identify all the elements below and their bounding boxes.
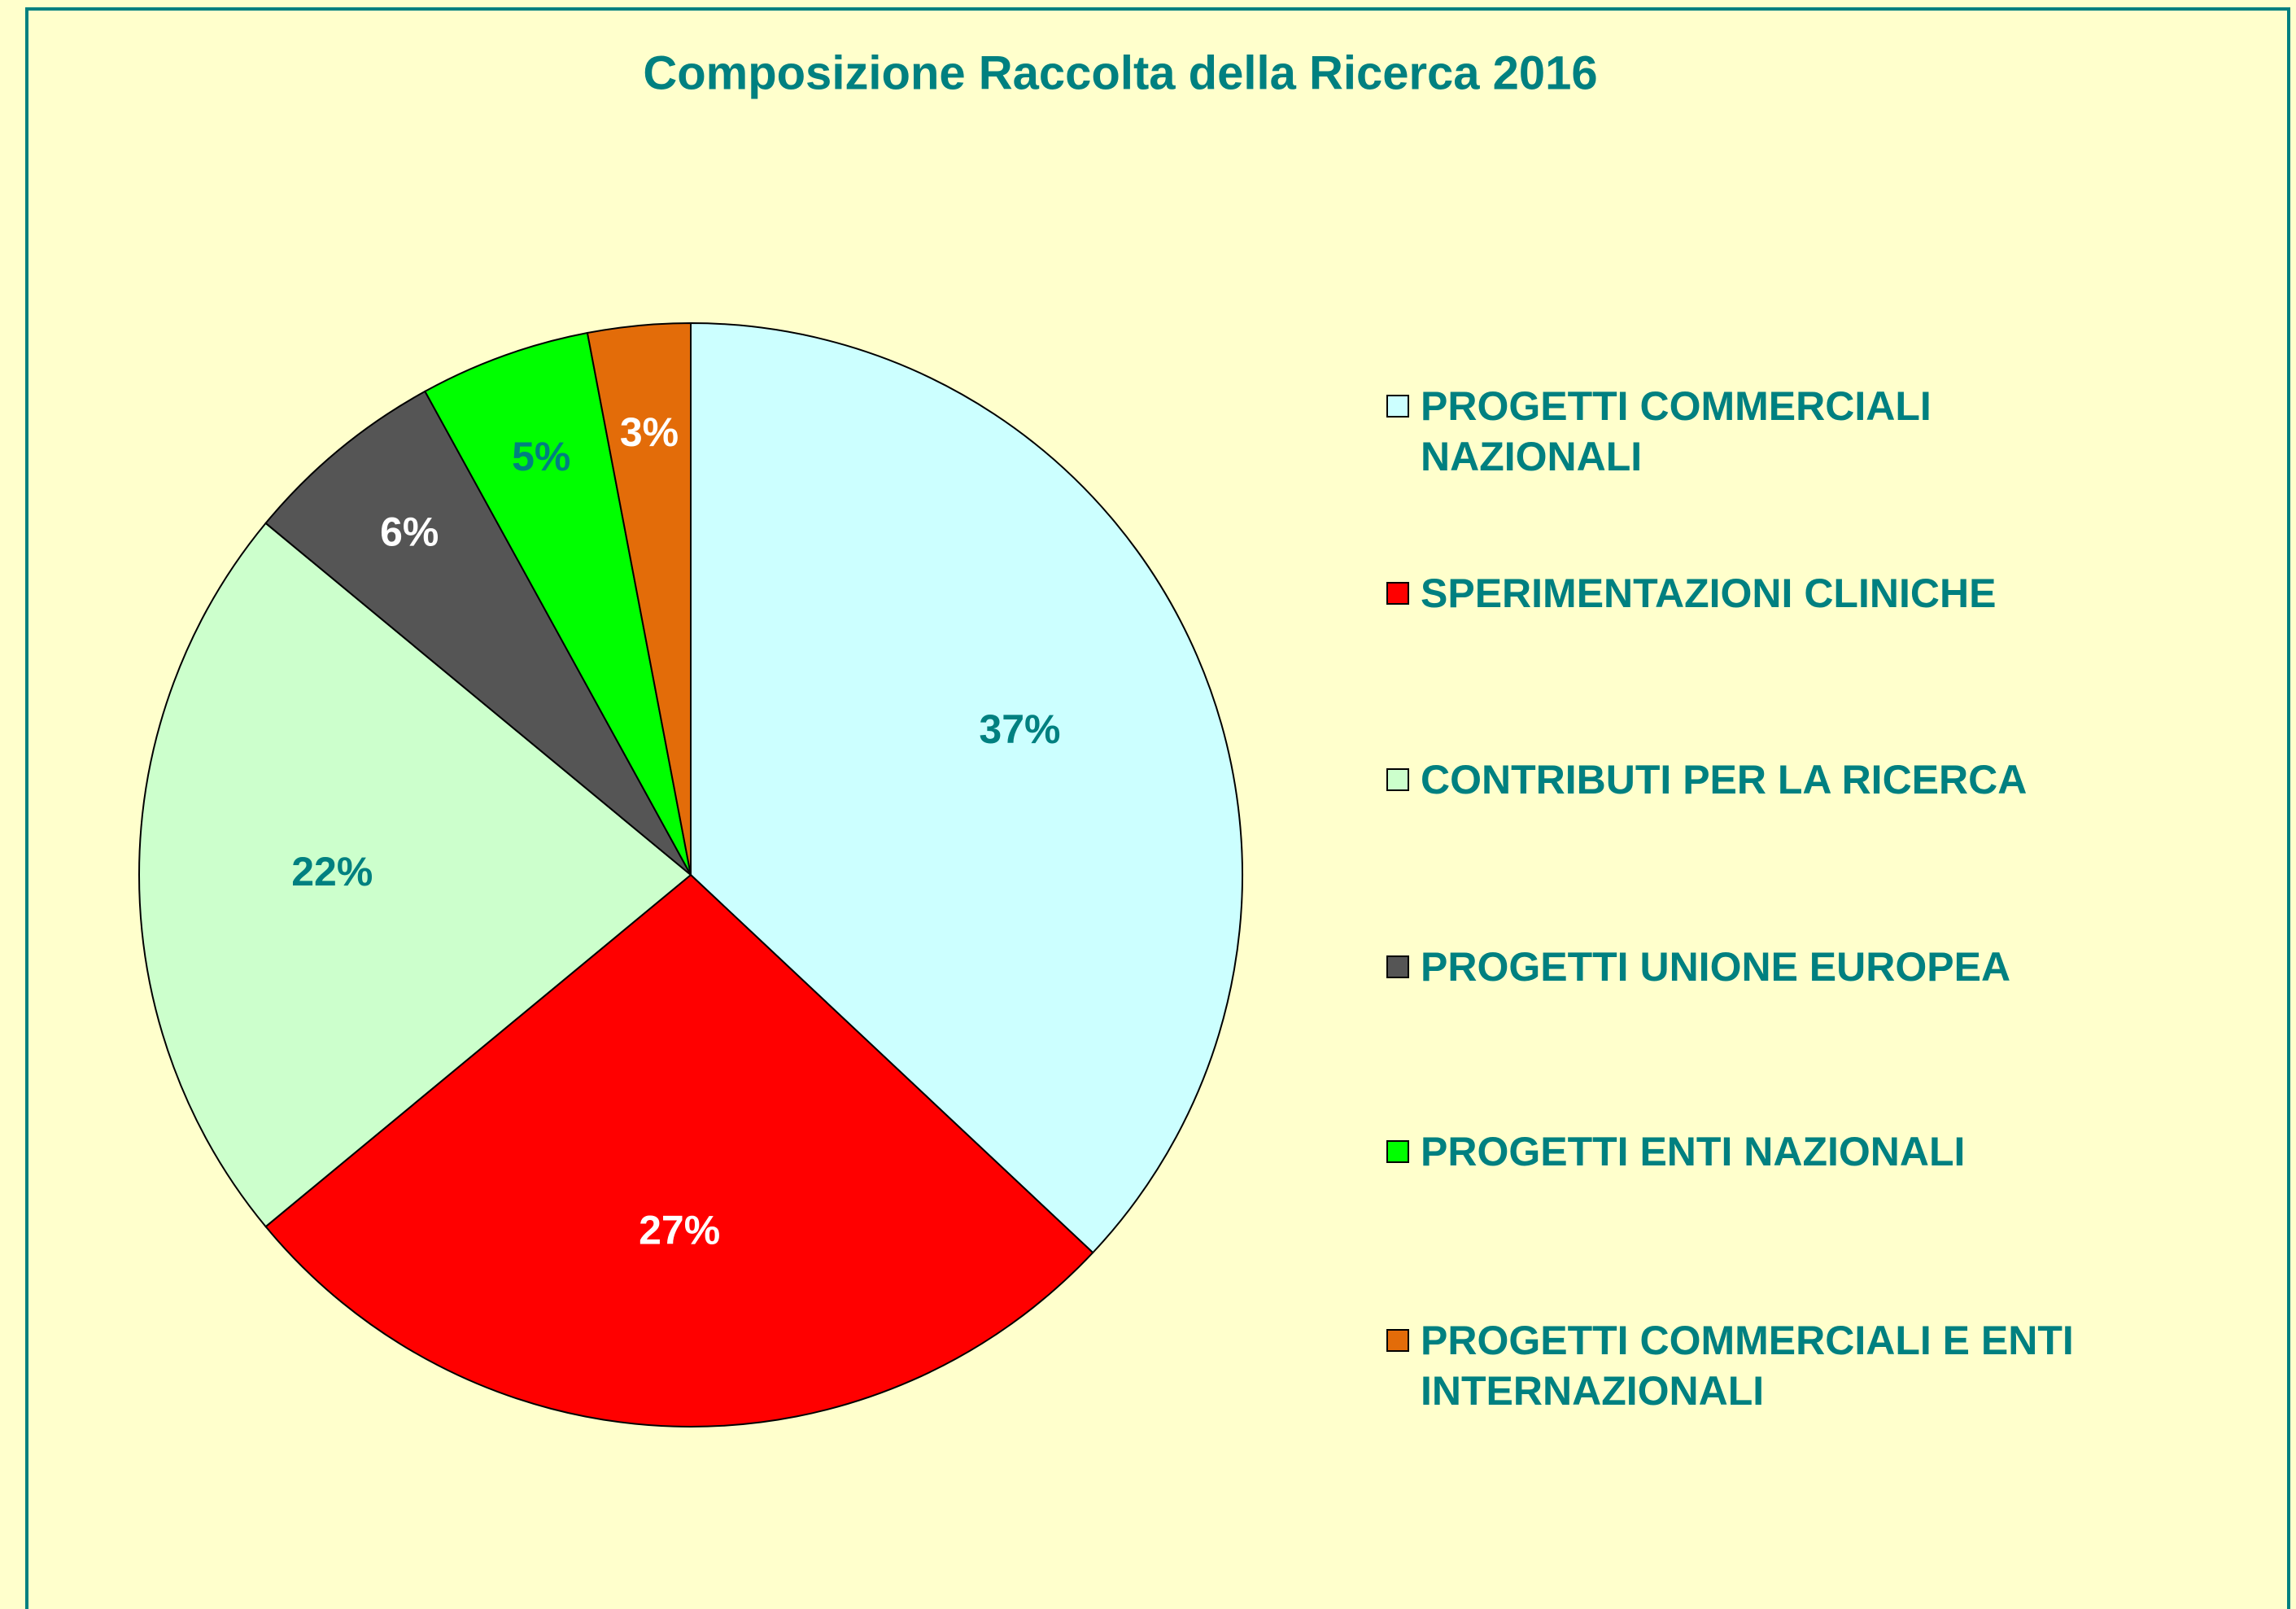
legend-swatch — [1386, 1140, 1409, 1163]
legend-label: PROGETTI UNIONE EUROPEA — [1421, 944, 2011, 990]
legend-label: SPERIMENTAZIONI CLINICHE — [1421, 571, 1997, 616]
legend-label: PROGETTI ENTI NAZIONALI — [1421, 1129, 1966, 1174]
data-label: 22% — [291, 849, 373, 894]
legend-item: SPERIMENTAZIONI CLINICHE — [1386, 568, 2135, 619]
legend-label: PROGETTI COMMERCIALI E ENTI INTERNAZIONA… — [1421, 1318, 2074, 1414]
legend-item: PROGETTI ENTI NAZIONALI — [1386, 1126, 2135, 1177]
pie-slice — [586, 321, 692, 876]
data-label: 5% — [512, 434, 570, 479]
legend-swatch — [1386, 1329, 1409, 1352]
pie-slice — [264, 390, 692, 876]
legend-swatch — [1386, 395, 1409, 418]
legend-item: PROGETTI COMMERCIALI NAZIONALI — [1386, 381, 2135, 482]
legend-item: PROGETTI COMMERCIALI E ENTI INTERNAZIONA… — [1386, 1315, 2135, 1416]
data-label: 37% — [979, 706, 1060, 752]
legend-item: PROGETTI UNIONE EUROPEA — [1386, 942, 2135, 992]
data-label: 6% — [380, 509, 439, 554]
data-label: 3% — [620, 409, 679, 455]
data-label: 27% — [639, 1208, 720, 1253]
legend-label: PROGETTI COMMERCIALI NAZIONALI — [1421, 383, 1932, 479]
legend-item: CONTRIBUTI PER LA RICERCA — [1386, 754, 2135, 805]
legend-swatch — [1386, 768, 1409, 791]
pie-slice — [424, 331, 692, 876]
chart-title: Composizione Raccolta della Ricerca 2016 — [643, 46, 1597, 99]
pie-slice — [138, 522, 692, 1228]
legend-swatch — [1386, 582, 1409, 605]
pie-slice — [264, 873, 1094, 1428]
legend-swatch — [1386, 955, 1409, 978]
legend-label: CONTRIBUTI PER LA RICERCA — [1421, 757, 2028, 802]
pie-slice — [690, 321, 1243, 1254]
